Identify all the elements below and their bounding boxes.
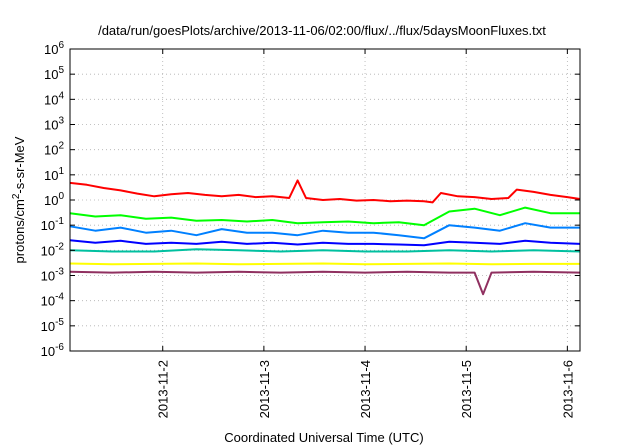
y-tick-base: 10 xyxy=(44,168,58,183)
y-tick-base: 10 xyxy=(44,143,58,158)
x-tick-label: 2013-11-5 xyxy=(459,360,474,418)
y-tick-label: 101 xyxy=(44,166,64,183)
y-axis-label: protons/cm2-s-sr-MeV xyxy=(11,136,27,263)
y-tick-label: 10-5 xyxy=(41,317,65,334)
y-tick-label: 102 xyxy=(44,141,64,158)
x-tick-label: 2013-11-3 xyxy=(257,360,272,418)
series-line-4 xyxy=(69,239,581,247)
y-tick-base: 10 xyxy=(44,42,58,57)
y-tick-base: 10 xyxy=(44,92,58,107)
y-tick-label: 106 xyxy=(44,40,64,57)
y-tick-label: 10-6 xyxy=(41,342,65,359)
y-tick-base: 10 xyxy=(41,319,55,334)
y-tick-exponent: -6 xyxy=(55,342,64,353)
y-tick-base: 10 xyxy=(41,243,55,258)
x-tick-label: 2013-11-4 xyxy=(358,360,373,418)
y-tick-exponent: -1 xyxy=(55,216,64,227)
y-tick-exponent: 0 xyxy=(58,191,64,202)
y-tick-base: 10 xyxy=(44,67,58,82)
y-axis-label-sup: 2 xyxy=(11,193,22,199)
series-line-7 xyxy=(69,270,581,296)
y-tick-exponent: 3 xyxy=(58,116,64,127)
series-line-1 xyxy=(69,179,581,204)
y-tick-label: 105 xyxy=(44,65,64,82)
series-line-2 xyxy=(69,206,580,227)
y-tick-label: 10-2 xyxy=(41,241,65,258)
y-axis-label-text: protons/cm xyxy=(12,199,27,263)
y-tick-exponent: -3 xyxy=(55,267,64,278)
x-axis: 2013-11-2 2013-11-3 2013-11-4 2013-11-5 2013… xyxy=(156,49,575,418)
series-line-5 xyxy=(69,248,581,253)
y-tick-exponent: 1 xyxy=(58,166,64,177)
y-tick-exponent: -5 xyxy=(55,317,64,328)
y-tick-base: 10 xyxy=(44,193,58,208)
y-tick-label: 10-4 xyxy=(41,292,65,309)
series-group xyxy=(69,179,581,296)
series-line-6 xyxy=(69,262,580,266)
x-tick-label: 2013-11-6 xyxy=(560,360,575,418)
x-tick-label: 2013-11-2 xyxy=(156,360,171,418)
y-axis-label-rest: -s-sr-MeV xyxy=(12,136,27,193)
y-tick-exponent: 4 xyxy=(58,90,64,101)
y-tick-base: 10 xyxy=(41,218,55,233)
y-tick-exponent: -2 xyxy=(55,241,64,252)
x-axis-label: Coordinated Universal Time (UTC) xyxy=(224,430,423,445)
y-tick-label: 100 xyxy=(44,191,64,208)
y-tick-label: 103 xyxy=(44,116,64,133)
y-tick-base: 10 xyxy=(41,269,55,284)
series-line-3 xyxy=(69,222,580,240)
y-tick-base: 10 xyxy=(41,294,55,309)
y-tick-exponent: -4 xyxy=(55,292,64,303)
y-tick-base: 10 xyxy=(44,118,58,133)
grid xyxy=(70,49,580,351)
y-tick-exponent: 2 xyxy=(58,141,64,152)
y-tick-label: 10-1 xyxy=(41,216,65,233)
chart-title: /data/run/goesPlots/archive/2013-11-06/0… xyxy=(98,23,546,38)
y-tick-exponent: 6 xyxy=(58,40,64,51)
y-tick-label: 10-3 xyxy=(41,267,65,284)
y-tick-base: 10 xyxy=(41,344,55,359)
y-axis: 10-610-510-410-310-210-11001011021031041… xyxy=(41,40,580,359)
y-tick-label: 104 xyxy=(44,90,64,107)
y-tick-exponent: 5 xyxy=(58,65,64,76)
